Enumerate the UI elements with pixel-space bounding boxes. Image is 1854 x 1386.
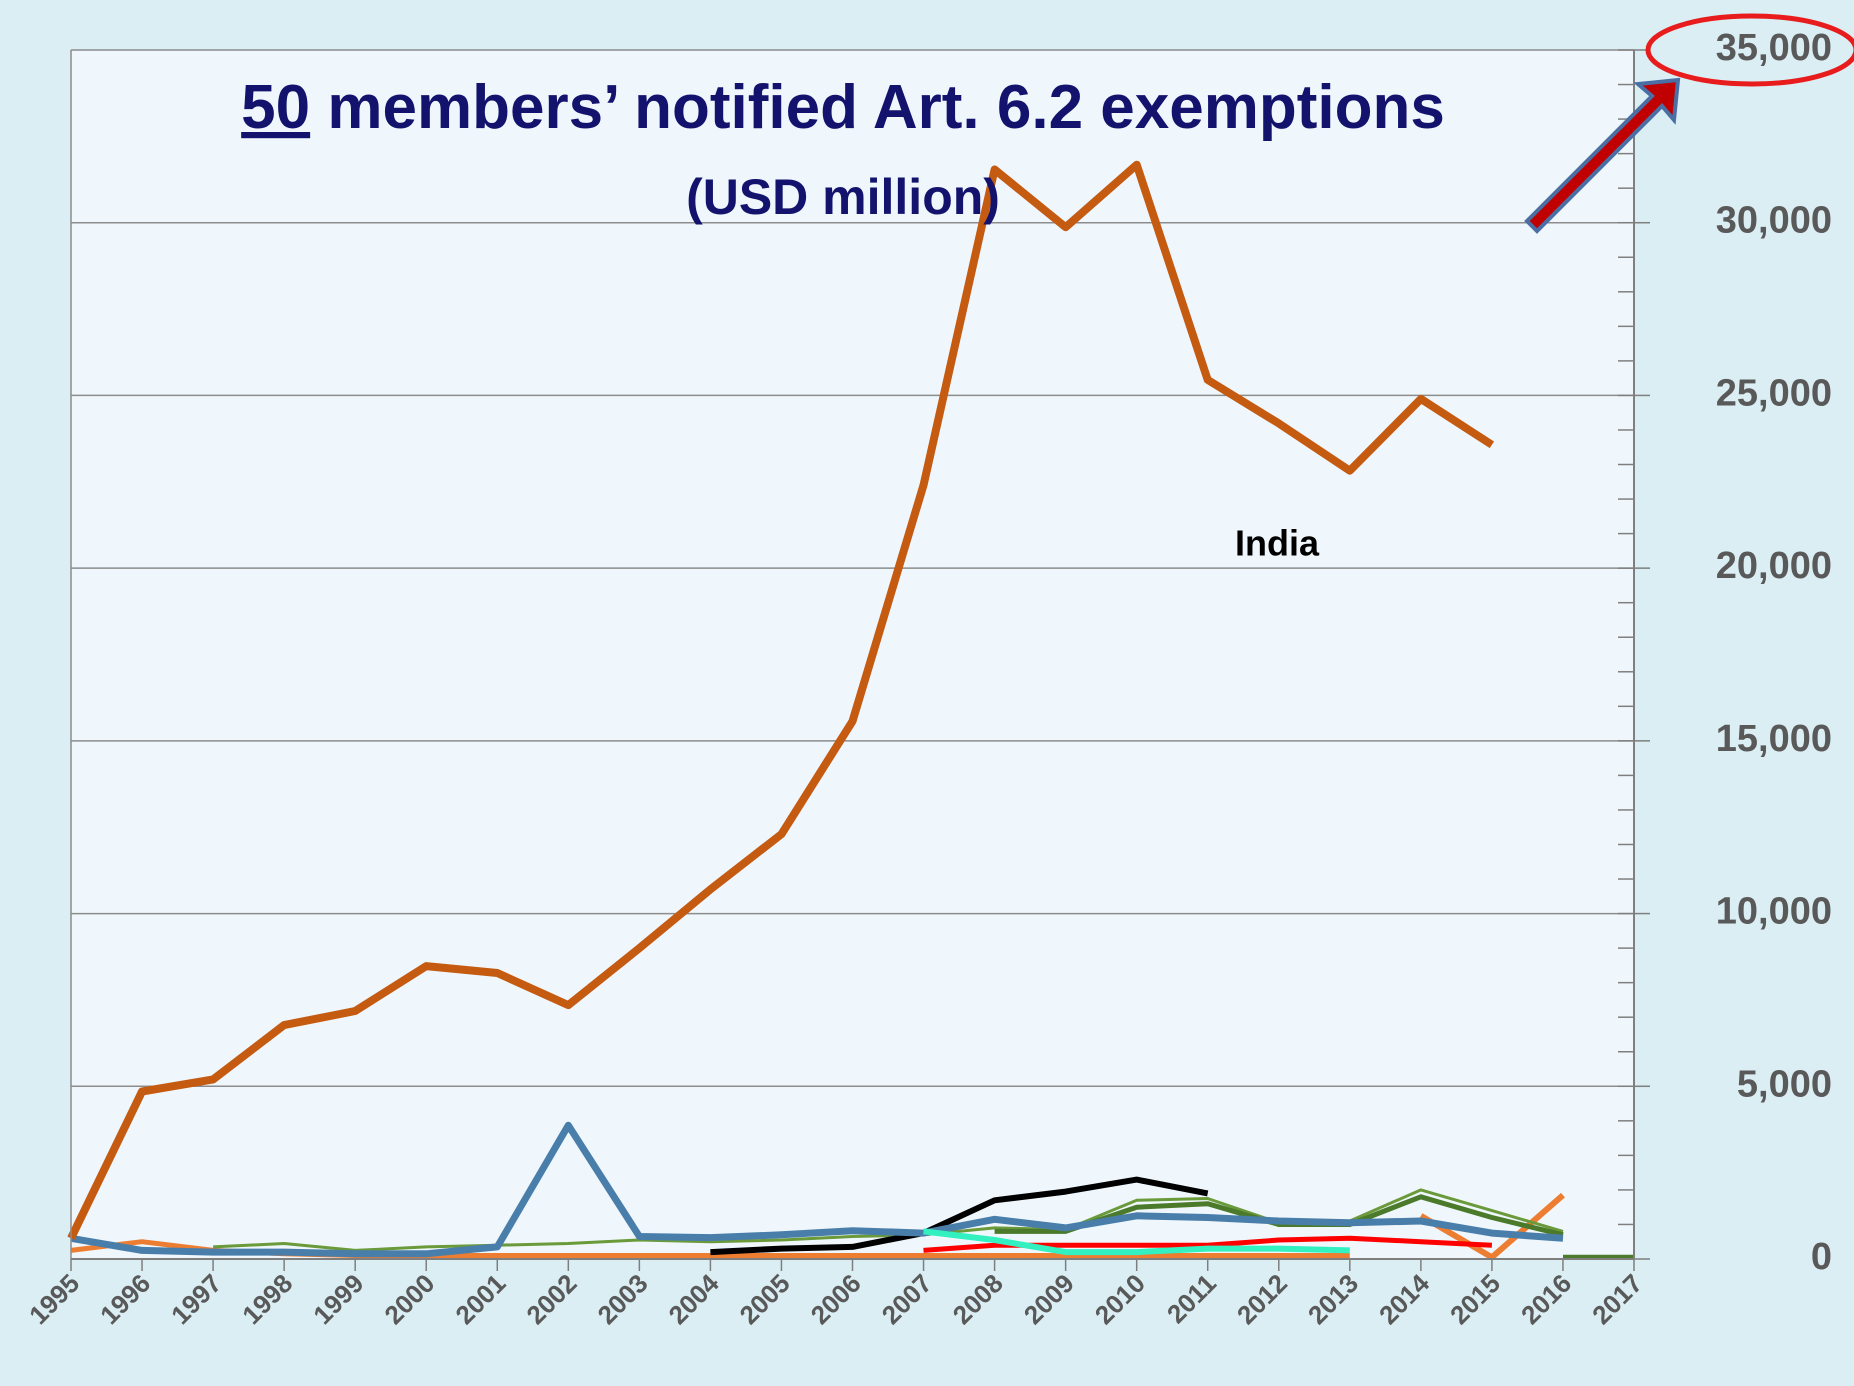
x-tick-label: 2001: [449, 1268, 511, 1330]
x-tick-label: 2003: [591, 1268, 653, 1330]
title-text: members’ notified Art. 6.2 exemptions: [327, 73, 1444, 142]
x-tick-label: 2004: [663, 1268, 725, 1330]
annotation: India: [1235, 523, 1320, 564]
x-tick-label: 1997: [165, 1268, 227, 1330]
chart-title: 50 members’ notified Art. 6.2 exemptions: [241, 73, 1445, 142]
y-tick-label: 15,000: [1716, 718, 1832, 760]
x-tick-label: 1998: [236, 1268, 298, 1330]
y-tick-label: 5,000: [1737, 1063, 1832, 1105]
x-tick-label: 2010: [1089, 1268, 1151, 1330]
x-tick-label: 2000: [378, 1268, 440, 1330]
series-line: [70, 1121, 1564, 1258]
x-tick-label: 1999: [307, 1268, 369, 1330]
x-tick-label: 2006: [805, 1268, 867, 1330]
x-tick-label: 2002: [520, 1268, 582, 1330]
series-line: [67, 160, 1495, 1241]
x-tick-label: 2007: [876, 1268, 938, 1330]
series-line: [923, 1228, 1350, 1256]
y-tick-label: 0: [1811, 1236, 1832, 1278]
x-tick-label: 1995: [23, 1268, 85, 1330]
x-tick-label: 2017: [1586, 1268, 1648, 1330]
y-tick-label: 25,000: [1716, 372, 1832, 414]
x-tick-label: 2009: [1018, 1268, 1080, 1330]
x-tick-label: 2015: [1444, 1268, 1506, 1330]
subtitle: (USD million): [686, 169, 1000, 225]
x-tick-label: 2011: [1161, 1268, 1222, 1329]
y-tick-label: 30,000: [1716, 200, 1832, 242]
x-tick-label: 2014: [1373, 1268, 1435, 1330]
title-emphasis: 50: [241, 73, 310, 142]
x-tick-label: 1996: [94, 1268, 156, 1330]
plot-area: [71, 50, 1634, 1259]
series-line: [710, 1176, 1209, 1256]
x-tick-label: 2013: [1302, 1268, 1364, 1330]
lines: [67, 160, 1634, 1261]
series-line: [1419, 1192, 1565, 1261]
grid: [71, 49, 1634, 1260]
highlight-ellipse: [1645, 13, 1854, 87]
y-tick-label: 35,000: [1716, 27, 1832, 69]
arrow: [1524, 77, 1681, 234]
y-tick-label: 10,000: [1716, 891, 1832, 933]
x-tick-label: 2012: [1231, 1268, 1293, 1330]
y-tick-label: 20,000: [1716, 545, 1832, 587]
x-tick-label: 2016: [1515, 1268, 1577, 1330]
x-tick-label: 2008: [947, 1268, 1009, 1330]
x-tick-label: 2005: [734, 1268, 796, 1330]
